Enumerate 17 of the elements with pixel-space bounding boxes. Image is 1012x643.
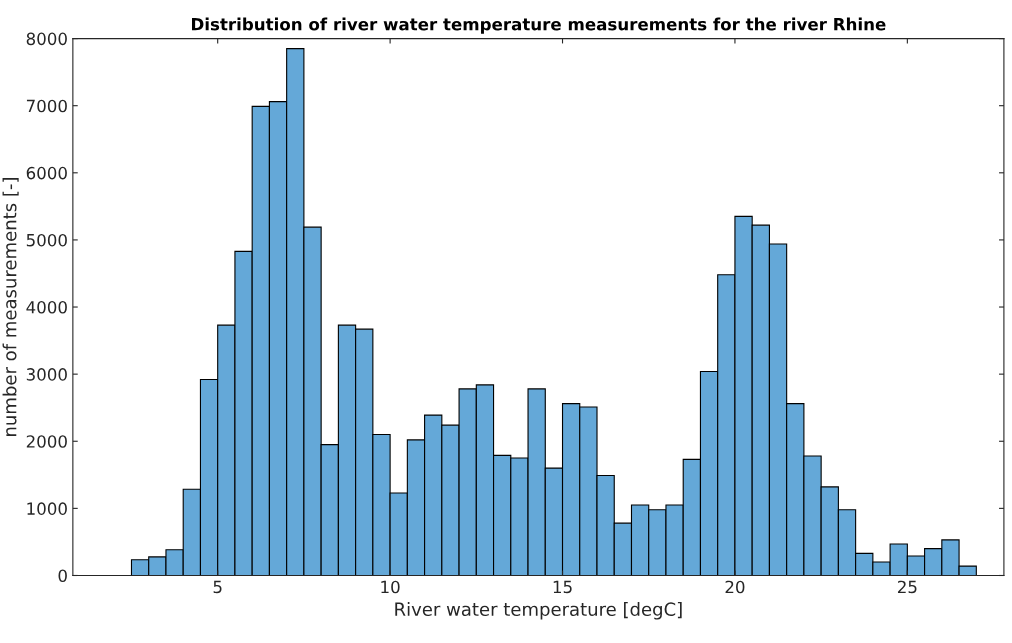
y-tick-label: 4000 (26, 300, 67, 314)
y-tick-label: 7000 (26, 99, 67, 113)
y-tick-label: 2000 (26, 435, 67, 448)
y-tick-label: 8000 (26, 32, 67, 46)
x-tick-label: 20 (725, 580, 745, 594)
y-tick-label: 6000 (26, 166, 67, 180)
x-tick-label: 15 (553, 580, 572, 594)
x-tick-label: 5 (213, 580, 222, 594)
y-tick-label: 5000 (26, 233, 67, 247)
y-tick-label: 0 (58, 569, 67, 583)
y-tick-label: 1000 (27, 502, 67, 515)
chart-title: Distribution of river water temperature measurements for the river Rhine (192, 17, 886, 34)
x-tick-label: 10 (381, 580, 400, 594)
y-axis-title: number of measurements [-] (2, 178, 19, 436)
x-axis-title: River water temperature [degC] (395, 602, 682, 620)
x-tick-label: 25 (897, 580, 917, 594)
y-tick-label: 3000 (26, 368, 67, 381)
